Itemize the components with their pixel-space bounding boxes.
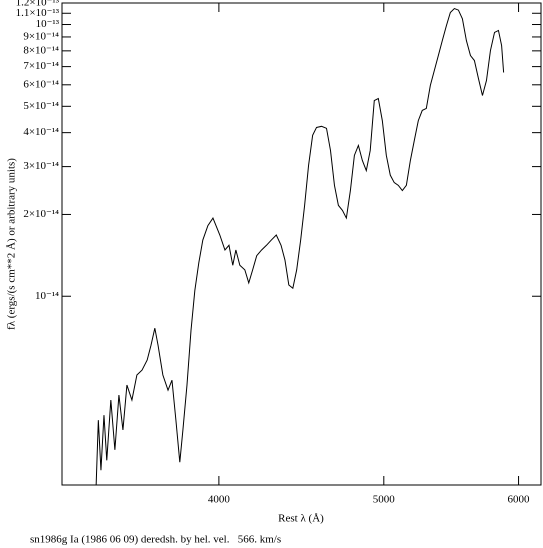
y-tick-label: 3×10⁻¹⁴ (23, 160, 59, 172)
x-axis-label: Rest λ (Å) (278, 513, 324, 525)
x-tick-label: 5000 (373, 494, 396, 506)
caption: sn1986g Ia (1986 06 09) deredsh. by hel.… (30, 534, 281, 546)
y-tick-label: 5×10⁻¹⁴ (23, 100, 59, 112)
y-tick-label: 6×10⁻¹⁴ (23, 78, 59, 90)
y-axis-label: fλ (ergs/(s cm**2 Å) or arbitrary units) (6, 158, 18, 330)
spectrum-line (95, 7, 505, 486)
y-tick-label: 10⁻¹⁴ (35, 290, 59, 302)
y-tick-label: 1.2×10⁻¹³ (16, 0, 60, 9)
y-tick-label: 2×10⁻¹⁴ (23, 208, 59, 220)
x-tick-label: 6000 (508, 494, 531, 506)
y-tick-label: 4×10⁻¹⁴ (23, 126, 59, 138)
y-tick-label: 1.1×10⁻¹³ (16, 7, 60, 19)
y-tick-label: 7×10⁻¹⁴ (23, 60, 59, 72)
y-tick-label: 10⁻¹³ (36, 18, 60, 30)
x-tick-label: 4000 (208, 494, 231, 506)
y-tick-label: 9×10⁻¹⁴ (23, 30, 59, 42)
plot-frame (61, 2, 542, 486)
y-tick-label: 8×10⁻¹⁴ (23, 44, 59, 56)
